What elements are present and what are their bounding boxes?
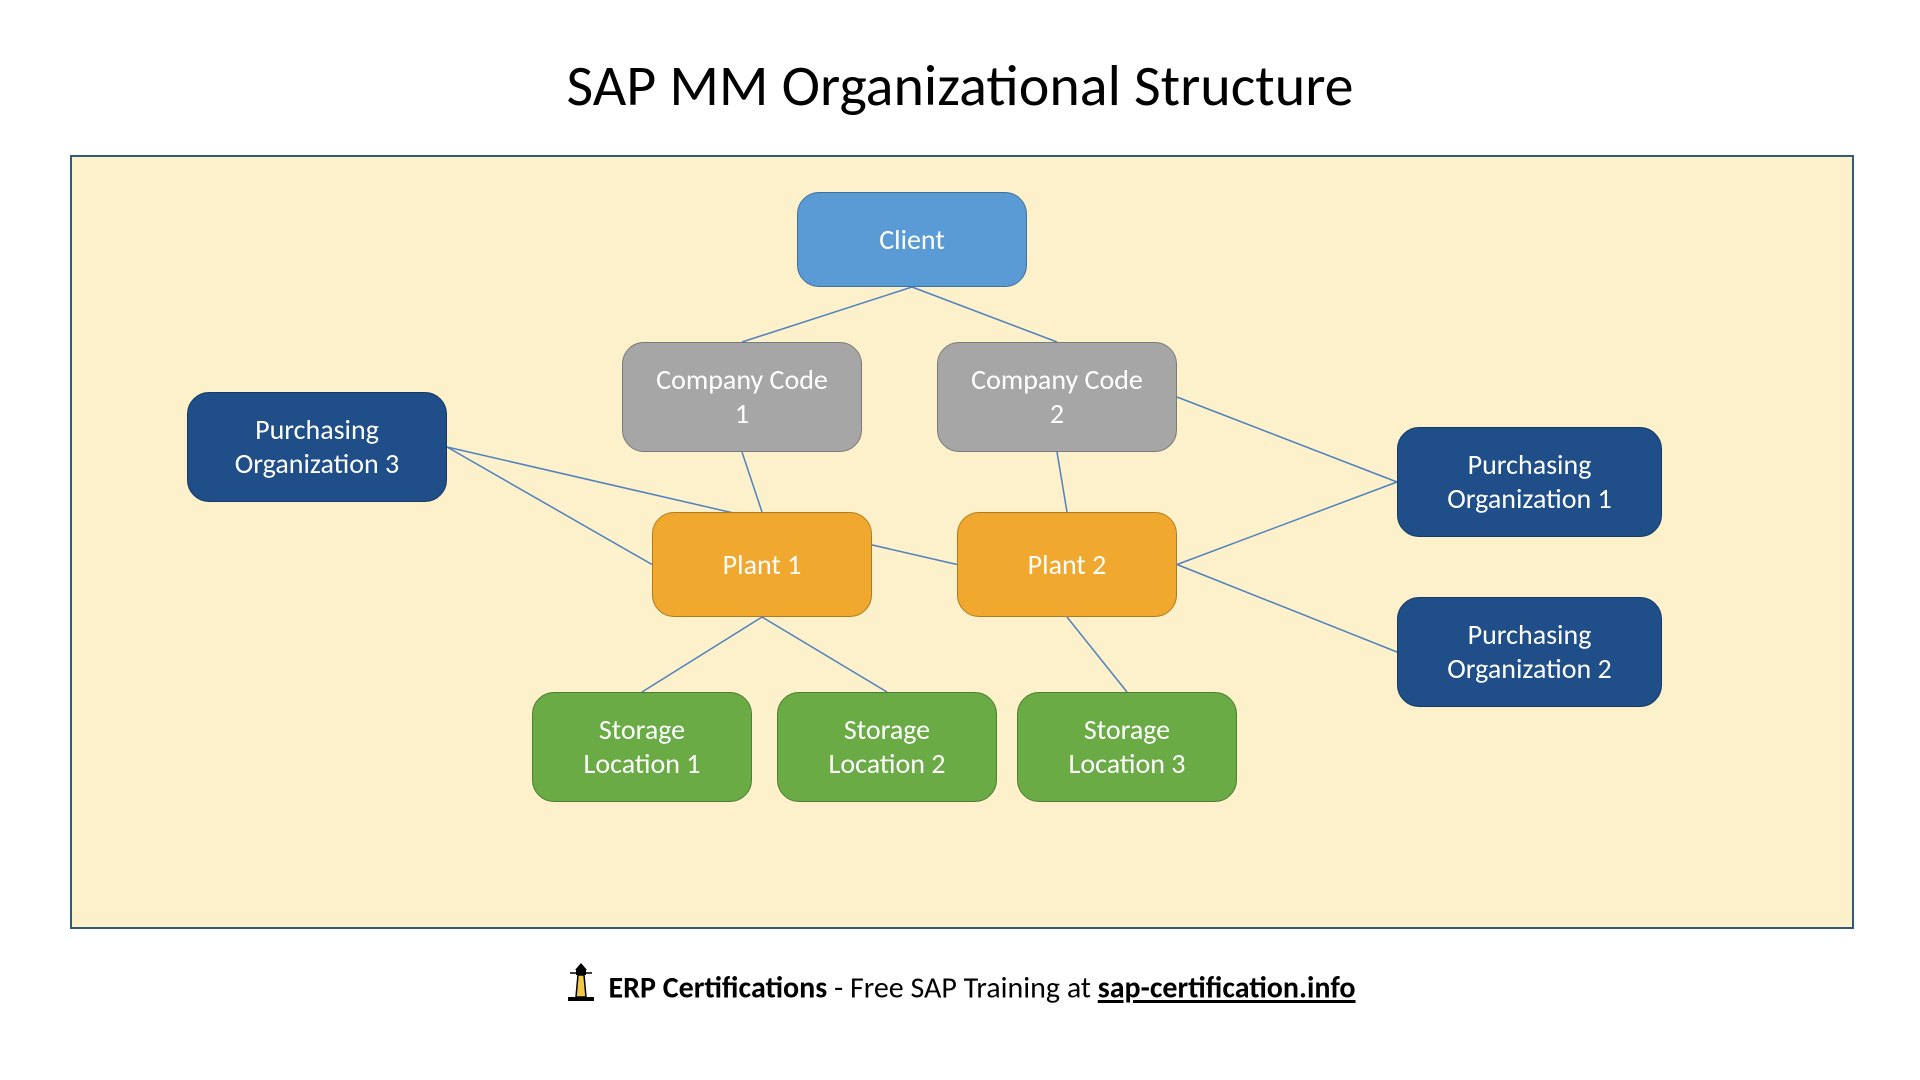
edge-cc1-plant1 bbox=[742, 452, 762, 512]
node-po3: Purchasing Organization 3 bbox=[187, 392, 447, 502]
node-sl2: Storage Location 2 bbox=[777, 692, 997, 802]
node-sl3: Storage Location 3 bbox=[1017, 692, 1237, 802]
diagram-canvas: Client Company Code 1 Company Code 2 Plant … bbox=[70, 155, 1854, 929]
page-title: SAP MM Organizational Structure bbox=[0, 50, 1920, 121]
node-label-sl1: Storage Location 1 bbox=[584, 713, 701, 780]
footer-brand: ERP Certifications bbox=[608, 970, 827, 1007]
footer-link[interactable]: sap-certification.info bbox=[1098, 970, 1356, 1007]
edge-client-cc1 bbox=[742, 287, 912, 342]
node-po1: Purchasing Organization 1 bbox=[1397, 427, 1662, 537]
node-label-plant2: Plant 2 bbox=[1028, 548, 1107, 582]
node-label-po2: Purchasing Organization 2 bbox=[1447, 618, 1611, 685]
lighthouse-icon bbox=[564, 961, 598, 1012]
edge-client-cc2 bbox=[912, 287, 1057, 342]
node-label-po3: Purchasing Organization 3 bbox=[235, 413, 399, 480]
edge-plant1-sl1 bbox=[642, 617, 762, 692]
edge-cc2-po1 bbox=[1177, 397, 1397, 482]
node-cc2: Company Code 2 bbox=[937, 342, 1177, 452]
node-plant1: Plant 1 bbox=[652, 512, 872, 617]
edge-plant1-sl2 bbox=[762, 617, 887, 692]
node-label-sl2: Storage Location 2 bbox=[829, 713, 946, 780]
node-label-po1: Purchasing Organization 1 bbox=[1447, 448, 1611, 515]
node-label-client: Client bbox=[879, 223, 945, 257]
node-label-plant1: Plant 1 bbox=[723, 548, 802, 582]
edge-po3-plant1 bbox=[447, 447, 652, 565]
footer-mid: - Free SAP Training at bbox=[827, 970, 1098, 1007]
node-label-sl3: Storage Location 3 bbox=[1069, 713, 1186, 780]
edge-plant2-sl3 bbox=[1067, 617, 1127, 692]
node-label-cc1: Company Code 1 bbox=[656, 363, 828, 430]
footer: ERP Certifications - Free SAP Training a… bbox=[0, 965, 1920, 1016]
node-cc1: Company Code 1 bbox=[622, 342, 862, 452]
edge-cc2-plant2 bbox=[1057, 452, 1067, 512]
node-plant2: Plant 2 bbox=[957, 512, 1177, 617]
edge-plant2-po2 bbox=[1177, 565, 1397, 653]
node-client: Client bbox=[797, 192, 1027, 287]
node-po2: Purchasing Organization 2 bbox=[1397, 597, 1662, 707]
edge-plant2-po1 bbox=[1177, 482, 1397, 565]
node-sl1: Storage Location 1 bbox=[532, 692, 752, 802]
node-label-cc2: Company Code 2 bbox=[971, 363, 1143, 430]
